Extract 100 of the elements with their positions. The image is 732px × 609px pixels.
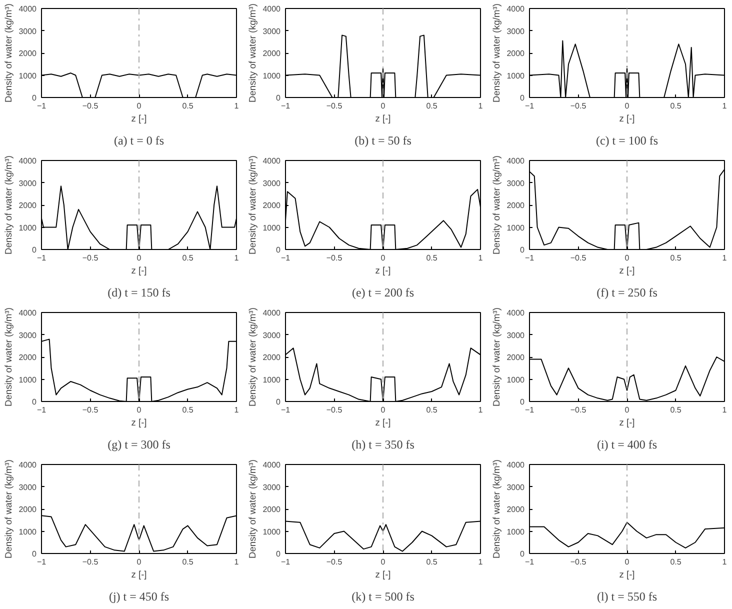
x-tick-label: 0 <box>380 102 386 110</box>
y-tick-label: 2000 <box>18 505 38 514</box>
x-tick-label: 0 <box>624 254 630 262</box>
y-tick-label: 3000 <box>506 178 526 188</box>
y-tick-label: 2000 <box>262 49 282 58</box>
x-axis-title: z [-] <box>131 418 147 428</box>
x-axis-title: z [-] <box>375 418 391 428</box>
y-tick-label: 4000 <box>506 460 526 470</box>
y-axis-title: Density of water (kg/m³) <box>248 307 258 406</box>
text: (i) t = 400 fs <box>596 438 658 452</box>
y-tick-label: 2000 <box>506 505 526 514</box>
x-tick-label: −0.5 <box>82 254 99 262</box>
y-axis-title: Density of water (kg/m³) <box>492 155 502 254</box>
y-tick-label: 2000 <box>262 201 282 210</box>
y-tick-label: 0 <box>276 550 282 558</box>
x-tick-label: 0.5 <box>670 254 682 262</box>
y-axis-title: Density of water (kg/m³) <box>4 3 14 102</box>
x-axis-title: z [-] <box>131 266 147 276</box>
x-tick-label: 1 <box>234 254 240 262</box>
y-tick-label: 4000 <box>262 4 282 14</box>
x-tick-label: 0.5 <box>426 558 438 566</box>
x-tick-label: −1 <box>36 558 47 566</box>
x-tick-label: 0.5 <box>426 102 438 110</box>
x-tick-label: 0 <box>624 406 630 414</box>
text: (d) t = 150 fs <box>108 286 171 300</box>
x-tick-label: 1 <box>478 254 484 262</box>
x-tick-label: −0.5 <box>326 102 343 110</box>
y-axis-title: Density of water (kg/m³) <box>248 459 258 558</box>
x-axis-title: z [-] <box>131 114 147 124</box>
y-tick-label: 0 <box>32 246 38 254</box>
x-tick-label: −1 <box>524 558 535 566</box>
x-tick-label: −0.5 <box>82 406 99 414</box>
y-tick-label: 1000 <box>506 527 526 536</box>
text: (j) t = 450 fs <box>108 590 170 604</box>
y-tick-label: 1000 <box>262 223 282 232</box>
x-tick-label: 1 <box>722 102 728 110</box>
y-tick-label: 2000 <box>262 505 282 514</box>
y-tick-label: 0 <box>276 94 282 102</box>
text: (b) t = 50 fs <box>354 134 412 148</box>
y-tick-label: 3000 <box>262 482 282 492</box>
x-tick-label: 0.5 <box>182 254 194 262</box>
y-tick-label: 3000 <box>18 26 38 36</box>
y-tick-label: 0 <box>276 398 282 406</box>
x-tick-label: 1 <box>478 558 484 566</box>
y-tick-label: 4000 <box>18 156 38 166</box>
x-tick-label: −1 <box>524 102 535 110</box>
x-axis-title: z [-] <box>619 114 635 124</box>
y-tick-label: 3000 <box>18 178 38 188</box>
text: (k) t = 500 fs <box>352 590 415 604</box>
y-tick-label: 1000 <box>18 223 38 232</box>
y-tick-label: 4000 <box>262 156 282 166</box>
x-tick-label: −1 <box>280 102 291 110</box>
x-tick-label: 1 <box>478 406 484 414</box>
y-tick-label: 0 <box>520 550 526 558</box>
x-tick-label: 0 <box>136 558 142 566</box>
x-tick-label: −1 <box>36 406 47 414</box>
x-tick-label: 0.5 <box>426 254 438 262</box>
y-tick-label: 1000 <box>506 223 526 232</box>
x-tick-label: 1 <box>722 558 728 566</box>
y-tick-label: 2000 <box>262 353 282 362</box>
y-tick-label: 1000 <box>18 71 38 80</box>
y-tick-label: 0 <box>520 246 526 254</box>
x-tick-label: 1 <box>722 406 728 414</box>
y-axis-title: Density of water (kg/m³) <box>4 459 14 558</box>
x-tick-label: −1 <box>524 406 535 414</box>
x-tick-label: 1 <box>234 558 240 566</box>
text: (h) t = 350 fs <box>352 438 415 452</box>
y-axis-title: Density of water (kg/m³) <box>492 459 502 558</box>
x-tick-label: −0.5 <box>570 102 587 110</box>
y-axis-title: Density of water (kg/m³) <box>492 3 502 102</box>
y-tick-label: 1000 <box>262 375 282 384</box>
x-tick-label: 1 <box>722 254 728 262</box>
text: (l) t = 550 fs <box>596 590 658 604</box>
text: (a) t = 0 fs <box>114 134 164 148</box>
y-tick-label: 4000 <box>262 308 282 318</box>
x-tick-label: −0.5 <box>326 406 343 414</box>
x-tick-label: 0.5 <box>426 406 438 414</box>
x-tick-label: 0 <box>380 254 386 262</box>
y-tick-label: 3000 <box>18 482 38 492</box>
y-tick-label: 4000 <box>506 156 526 166</box>
x-tick-label: 0 <box>380 558 386 566</box>
y-tick-label: 3000 <box>262 330 282 340</box>
x-tick-label: −1 <box>524 254 535 262</box>
x-tick-label: 0.5 <box>670 558 682 566</box>
x-tick-label: −0.5 <box>570 406 587 414</box>
y-tick-label: 0 <box>520 94 526 102</box>
y-tick-label: 4000 <box>18 308 38 318</box>
y-tick-label: 4000 <box>506 308 526 318</box>
x-tick-label: 0 <box>380 406 386 414</box>
y-tick-label: 1000 <box>18 375 38 384</box>
y-tick-label: 0 <box>276 246 282 254</box>
text: (g) t = 300 fs <box>108 438 171 452</box>
x-tick-label: 0 <box>136 406 142 414</box>
y-tick-label: 2000 <box>18 353 38 362</box>
y-tick-label: 3000 <box>262 26 282 36</box>
x-tick-label: 1 <box>234 102 240 110</box>
x-tick-label: 0 <box>136 254 142 262</box>
x-tick-label: 0.5 <box>182 558 194 566</box>
text: (c) t = 100 fs <box>596 134 658 148</box>
x-tick-label: −0.5 <box>326 254 343 262</box>
